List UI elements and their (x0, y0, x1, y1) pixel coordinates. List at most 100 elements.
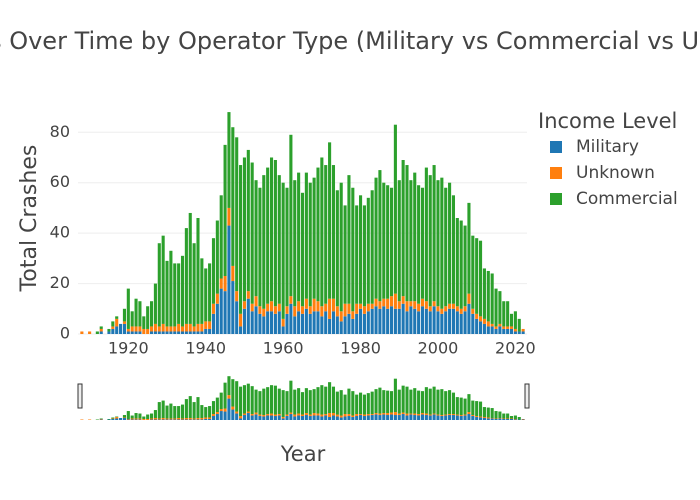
bar (285, 313, 289, 334)
slider-bar (312, 413, 316, 416)
slider-bar (269, 385, 274, 414)
bar (459, 313, 463, 334)
bar (289, 303, 293, 334)
slider-bar (370, 391, 374, 415)
slider-bar (451, 414, 456, 416)
slider-bar (389, 414, 394, 420)
slider-bar (393, 412, 397, 416)
bar (494, 326, 498, 329)
slider-bar (455, 397, 459, 415)
bar (359, 303, 363, 309)
bar (99, 326, 103, 329)
bar (440, 177, 444, 309)
bar (420, 298, 425, 307)
bar (409, 301, 413, 307)
bar (223, 276, 227, 292)
slider-bar (479, 417, 483, 420)
bar (235, 291, 239, 302)
bar (239, 326, 243, 334)
slider-bar (208, 419, 212, 420)
bar (328, 318, 332, 334)
bar (285, 306, 289, 314)
slider-bar (339, 417, 343, 420)
slider-bar (366, 393, 370, 415)
bar (219, 195, 223, 279)
slider-bar (417, 415, 421, 420)
bar (269, 157, 274, 302)
slider-bar (273, 414, 277, 417)
slider-bar (235, 411, 239, 414)
slider-bar (432, 386, 436, 414)
bar (506, 326, 510, 329)
slider-bar (239, 416, 243, 419)
slider-bar (165, 418, 169, 420)
bar (351, 311, 355, 319)
slider-bar (231, 406, 235, 410)
slider-bar (424, 387, 428, 414)
bar (111, 321, 115, 327)
bar (134, 331, 138, 334)
bar (246, 291, 250, 299)
bar (200, 323, 204, 332)
bar (370, 190, 374, 304)
slider-bar (401, 414, 405, 420)
bar (180, 331, 185, 334)
slider-bar (389, 391, 394, 413)
bar (262, 308, 266, 317)
slider-bar (266, 415, 270, 420)
slider-bar (304, 388, 308, 414)
bar (208, 328, 212, 334)
bar (149, 331, 154, 334)
slider-bar (192, 402, 196, 419)
bar (219, 278, 223, 289)
slider-bar (382, 390, 386, 414)
slider-bar (331, 413, 336, 416)
slider-bar (300, 392, 305, 415)
slider-bar (262, 388, 266, 416)
bar (289, 134, 293, 297)
bar (88, 331, 92, 334)
slider-bar (463, 414, 467, 416)
bar (428, 306, 432, 312)
slider-bar (362, 416, 366, 420)
x-tick-label: 1980 (340, 339, 381, 358)
bar (343, 316, 347, 334)
slider-bar (343, 394, 347, 415)
slider-bar (479, 401, 483, 417)
legend-swatch (550, 141, 562, 153)
bar (393, 124, 397, 294)
bar (169, 326, 173, 332)
slider-bar (331, 386, 336, 414)
bar (405, 301, 409, 312)
slider-bar (475, 416, 479, 418)
slider-bar (355, 414, 359, 417)
slider-bar (393, 378, 397, 413)
slider-bar (300, 416, 305, 420)
bar (389, 296, 394, 307)
slider-bar (208, 417, 212, 420)
slider-bar (366, 414, 370, 416)
bar (188, 331, 192, 334)
slider-bar (405, 415, 409, 420)
bar (389, 306, 394, 334)
slider-bar (289, 414, 293, 420)
slider-bar (173, 418, 177, 420)
bar (138, 326, 142, 332)
bar (242, 157, 246, 302)
slider-bar (312, 389, 316, 414)
bar (173, 331, 177, 334)
bar (266, 167, 270, 304)
bar (444, 187, 448, 307)
slider-bar (285, 391, 289, 415)
slider-bar (304, 413, 308, 416)
slider-bar (440, 416, 444, 420)
bar (475, 238, 479, 314)
bar (273, 313, 277, 334)
slider-bar (436, 415, 440, 420)
bar (242, 301, 246, 309)
bar (432, 301, 436, 307)
bar (397, 308, 401, 334)
slider-bar (169, 403, 173, 419)
legend-label: Unknown (576, 163, 655, 183)
slider-bar (285, 414, 289, 417)
